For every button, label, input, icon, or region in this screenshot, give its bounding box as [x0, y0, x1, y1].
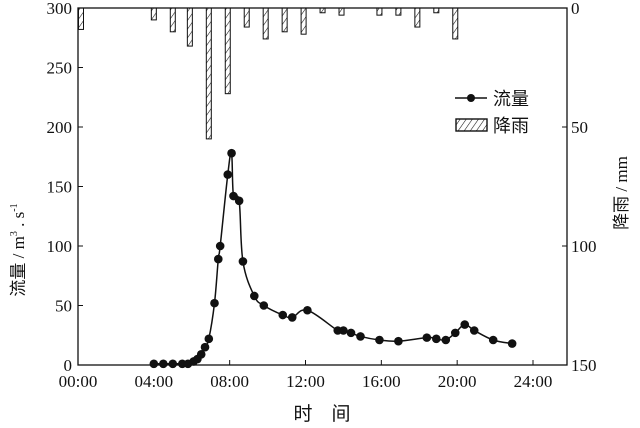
- rain-bar: [376, 7, 383, 16]
- flow-marker: [250, 291, 259, 301]
- left-y-tick-label: 50: [55, 297, 72, 316]
- x-axis-label: 时 间: [293, 403, 350, 425]
- rain-bar: [243, 7, 250, 28]
- rain-bar: [150, 7, 157, 21]
- left-y-tick-label: 200: [47, 118, 73, 137]
- flow-marker: [259, 301, 269, 310]
- legend-marker-swatch: [467, 94, 475, 102]
- right-y-tick-label: 0: [571, 0, 580, 18]
- svg-text:降雨 / mm: 降雨 / mm: [612, 156, 631, 230]
- legend-label-flow: 流量: [493, 89, 529, 109]
- flow-marker: [346, 328, 356, 338]
- right-y-tick-label: 150: [571, 356, 597, 375]
- axes: 00:00 04:00 08:00 12:00 16:00 20:00 24:00 0 50 10…: [47, 0, 597, 391]
- plot-frame: [77, 7, 568, 366]
- x-tick-label: 12:00: [286, 372, 325, 391]
- flow-marker: [287, 313, 297, 322]
- legend-hatch-swatch: [455, 118, 488, 132]
- svg-text:流量 / m3 . s-1: 流量 / m3 . s-1: [9, 203, 28, 296]
- rain-bar: [281, 7, 288, 33]
- left-y-tick-label: 300: [47, 0, 73, 18]
- flow-marker: [394, 336, 403, 346]
- rain-bar: [300, 7, 307, 35]
- flow-marker: [339, 326, 348, 335]
- rain-bar: [262, 7, 269, 40]
- right-y-axis-label: 降雨 / mm: [612, 156, 631, 230]
- left-y-tick-label: 250: [47, 59, 73, 78]
- flow-marker: [441, 335, 451, 345]
- rain-bar: [395, 7, 402, 16]
- rain-bar: [338, 7, 345, 16]
- plot-border: [77, 7, 568, 366]
- left-y-axis-label: 流量 / m3 . s-1: [9, 203, 28, 296]
- flow-marker: [234, 196, 244, 206]
- x-tick-label: 04:00: [134, 372, 173, 391]
- flow-marker: [229, 191, 238, 201]
- rain-bar: [319, 7, 326, 14]
- right-y-tick-label: 50: [571, 118, 588, 137]
- x-tick-label: 08:00: [210, 372, 249, 391]
- flow-marker: [215, 241, 225, 251]
- flow-line-series: [149, 148, 517, 369]
- flow-marker: [196, 349, 206, 359]
- rain-bar: [452, 7, 459, 40]
- flow-marker: [168, 359, 178, 369]
- flow-marker: [238, 257, 248, 266]
- left-y-tick-label: 100: [47, 237, 73, 256]
- flow-marker: [507, 339, 517, 348]
- left-y-tick-label: 0: [64, 356, 73, 375]
- flow-marker: [422, 333, 432, 342]
- flow-marker: [223, 170, 233, 179]
- rain-bar: [78, 7, 84, 30]
- rain-bar: [414, 7, 421, 28]
- flow-marker: [450, 328, 460, 338]
- flow-marker: [460, 320, 470, 329]
- flow-marker: [278, 310, 288, 320]
- flow-marker: [488, 335, 498, 345]
- rain-bar: [224, 7, 231, 95]
- flow-marker: [375, 335, 384, 345]
- flow-marker: [213, 254, 223, 264]
- flow-marker: [303, 305, 312, 315]
- flow-marker: [200, 342, 210, 352]
- flow-marker: [159, 359, 168, 369]
- flow-marker: [204, 334, 214, 344]
- rain-bar: [169, 7, 176, 33]
- flow-marker: [432, 334, 441, 344]
- x-tick-label: 20:00: [438, 372, 477, 391]
- x-tick-label: 00:00: [59, 372, 98, 391]
- left-y-tick-label: 150: [47, 178, 73, 197]
- flow-marker: [210, 298, 219, 308]
- flow-marker: [227, 148, 236, 158]
- flow-marker: [469, 326, 479, 335]
- rain-bar: [205, 7, 212, 140]
- flow-marker: [356, 332, 365, 341]
- right-y-tick-label: 100: [571, 237, 597, 256]
- x-tick-label: 24:00: [514, 372, 553, 391]
- x-tick-label: 16:00: [362, 372, 401, 391]
- rainfall-bars: [78, 7, 459, 140]
- rain-bar: [186, 7, 193, 47]
- legend-label-rain: 降雨: [493, 116, 529, 136]
- rain-bar: [433, 7, 440, 14]
